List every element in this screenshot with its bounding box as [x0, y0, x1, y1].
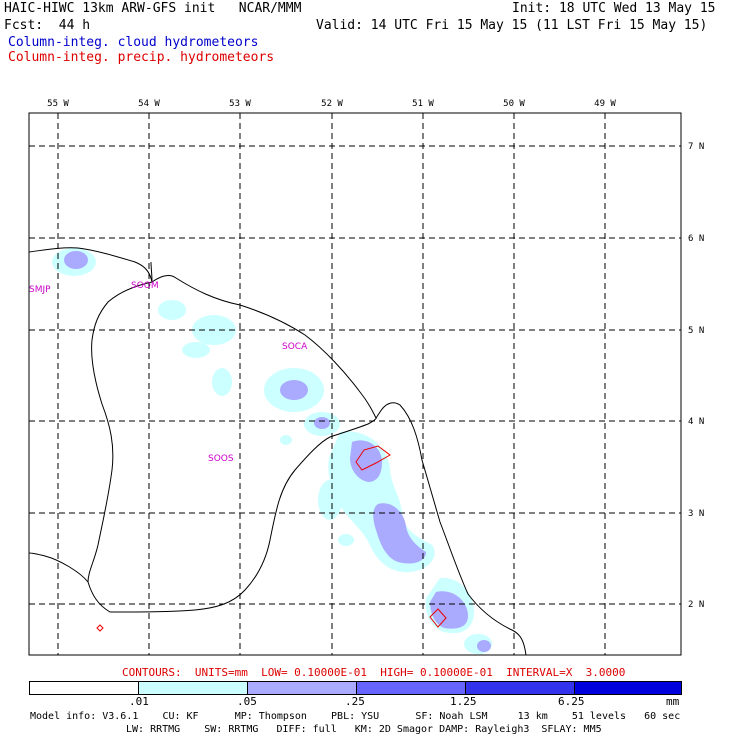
lon-label: 50 W [503, 99, 525, 109]
lat-label: 3 N [688, 509, 704, 519]
lat-label: 2 N [688, 600, 704, 610]
valid-time: Valid: 14 UTC Fri 15 May 15 (11 LST Fri … [316, 18, 708, 33]
map-frame [28, 112, 682, 656]
lon-label: 52 W [321, 99, 343, 109]
precip-contours [96, 445, 447, 632]
coastline [28, 247, 527, 656]
colorbar-unit: mm [666, 695, 680, 708]
colorbar-tick: .25 [345, 695, 365, 708]
colorbar-tick: .01 [129, 695, 149, 708]
lat-label: 4 N [688, 417, 704, 427]
lon-label: 49 W [594, 99, 616, 109]
model-info-line2: LW: RRTMG SW: RRTMG DIFF: full KM: 2D Sm… [126, 724, 602, 735]
contours-note: CONTOURS: UNITS=mm LOW= 0.10000E-01 HIGH… [122, 666, 626, 679]
colorbar-segment [574, 682, 681, 694]
station-label: SOOS [208, 454, 234, 464]
colorbar-segment [138, 682, 247, 694]
plot-title: HAIC-HIWC 13km ARW-GFS init NCAR/MMM [4, 1, 302, 16]
init-time: Init: 18 UTC Wed 13 May 15 [512, 1, 716, 16]
colorbar-tick: 1.25 [450, 695, 477, 708]
graticule [29, 113, 681, 655]
colorbar-segment [30, 682, 138, 694]
cloud-shading-light [52, 248, 492, 654]
field-cloud-label: Column-integ. cloud hydrometeors [8, 35, 259, 50]
colorbar-segment [247, 682, 356, 694]
lat-label: 7 N [688, 142, 704, 152]
lat-label: 5 N [688, 326, 704, 336]
colorbar [29, 681, 682, 695]
model-info-line1: Model info: V3.6.1 CU: KF MP: Thompson P… [30, 711, 681, 722]
lon-label: 51 W [412, 99, 434, 109]
lon-label: 53 W [229, 99, 251, 109]
colorbar-segment [465, 682, 574, 694]
lat-label: 6 N [688, 234, 704, 244]
cloud-shading-medium [64, 251, 491, 652]
station-label: SOOM [131, 281, 159, 291]
station-label: SMJP [29, 285, 51, 295]
forecast-hour: Fcst: 44 h [4, 18, 91, 33]
station-label: SOCA [282, 342, 308, 352]
lon-label: 54 W [138, 99, 160, 109]
colorbar-tick: 6.25 [558, 695, 585, 708]
field-precip-label: Column-integ. precip. hydrometeors [8, 50, 275, 65]
colorbar-tick: .05 [237, 695, 257, 708]
colorbar-segment [356, 682, 465, 694]
lon-label: 55 W [47, 99, 69, 109]
